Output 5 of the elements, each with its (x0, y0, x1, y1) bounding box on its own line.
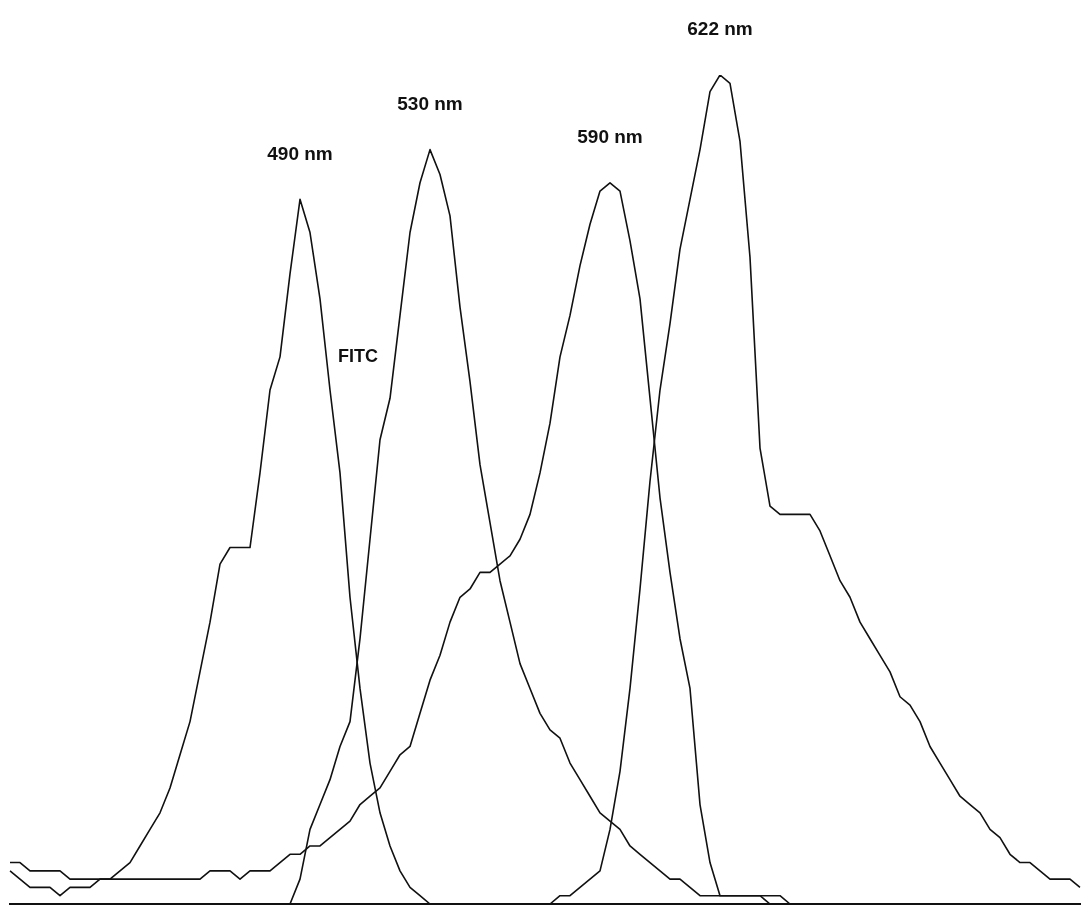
text: 530 nm (397, 92, 463, 114)
text: 590 nm (577, 126, 643, 147)
text: 490 nm (267, 142, 333, 164)
text: 622 nm (687, 18, 753, 40)
annotation: FITC (338, 345, 378, 366)
